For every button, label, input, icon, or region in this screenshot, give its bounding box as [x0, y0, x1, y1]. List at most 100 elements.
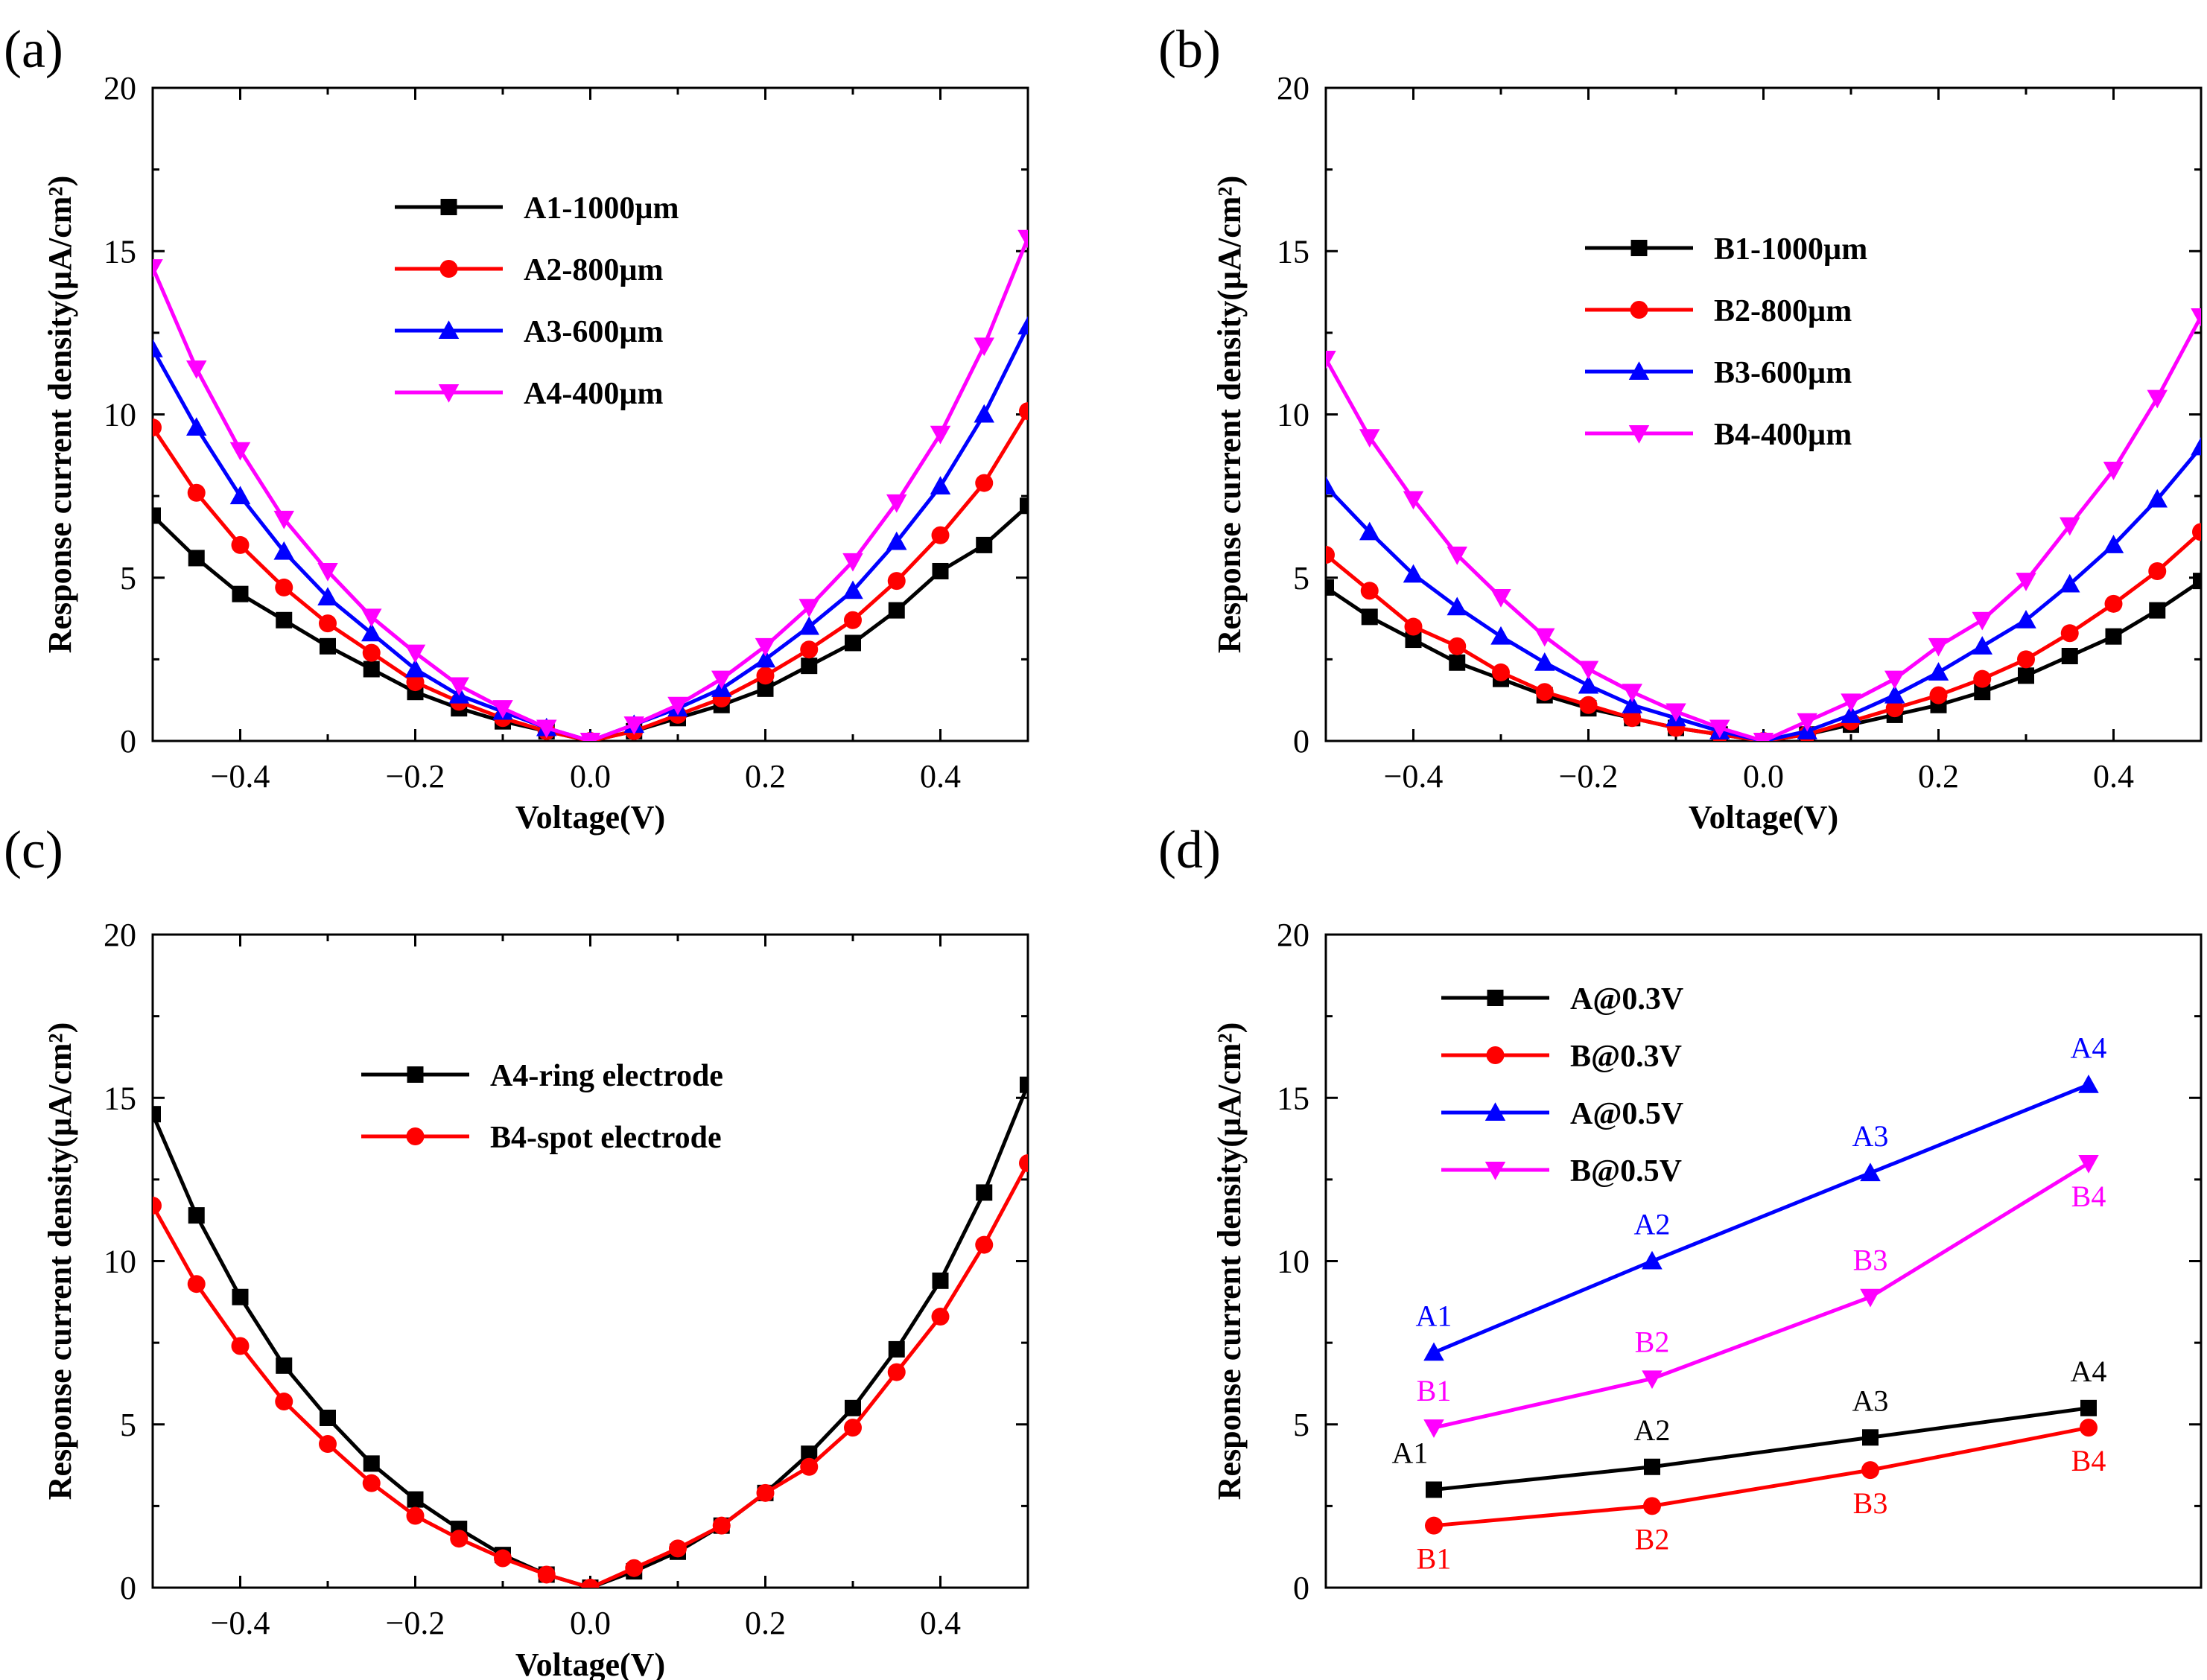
- data-point: [188, 484, 206, 502]
- data-point: [1362, 608, 1378, 625]
- point-label: B3: [1853, 1244, 1888, 1277]
- data-point: [1534, 652, 1555, 671]
- data-point: [142, 259, 163, 278]
- series-line-0: [153, 1085, 1028, 1588]
- legend-label: A2-800µm: [524, 253, 664, 287]
- chart-panel-d: (d)05101520Response current density(µA/c…: [1158, 820, 2201, 1606]
- legend-marker: [1487, 1046, 1505, 1064]
- data-point: [276, 1358, 292, 1374]
- point-label: B2: [1635, 1325, 1670, 1358]
- y-tick-label: 0: [1293, 1570, 1309, 1606]
- data-point: [933, 1273, 949, 1289]
- y-tick-label: 15: [104, 233, 136, 270]
- point-label: A2: [1634, 1208, 1671, 1241]
- data-point: [1020, 1077, 1036, 1093]
- data-point: [1622, 684, 1643, 702]
- point-label: A3: [1852, 1384, 1889, 1417]
- x-tick-label: 0.0: [1743, 758, 1784, 795]
- data-point: [1928, 662, 1949, 681]
- data-point: [2191, 437, 2207, 456]
- x-tick-label: −0.2: [386, 758, 445, 795]
- data-point: [142, 339, 163, 357]
- figure: (a)05101520−0.4 −0.2 0.0 0.2 0.4Response cur…: [0, 0, 2207, 1680]
- data-point: [1019, 402, 1037, 420]
- point-label: B1: [1417, 1542, 1452, 1576]
- data-point: [2147, 390, 2168, 409]
- data-point: [1017, 230, 1038, 249]
- data-point: [1644, 1459, 1660, 1475]
- data-point: [976, 537, 992, 553]
- x-tick-label: −0.4: [211, 1605, 270, 1641]
- legend-marker: [1630, 301, 1648, 319]
- x-axis-label: Voltage(V): [515, 799, 665, 836]
- data-point: [2017, 650, 2035, 668]
- data-point: [2080, 1400, 2097, 1416]
- series-line-2: [1326, 447, 2201, 741]
- y-tick-label: 20: [104, 917, 136, 953]
- data-point: [2149, 602, 2165, 619]
- series-line-2: [1434, 1085, 2089, 1353]
- legend-label: A3-600µm: [524, 315, 664, 349]
- legend-marker: [1487, 990, 1504, 1006]
- legend-marker: [407, 1066, 424, 1083]
- data-point: [320, 638, 336, 655]
- x-tick-label: 0.4: [2093, 758, 2134, 795]
- data-point: [711, 671, 732, 690]
- data-point: [275, 579, 293, 596]
- data-point: [450, 1530, 468, 1547]
- data-point: [538, 1565, 556, 1583]
- data-point: [800, 640, 818, 658]
- data-point: [1490, 626, 1511, 645]
- x-tick-label: 0.4: [920, 1605, 961, 1641]
- y-tick-label: 0: [1293, 723, 1309, 760]
- data-point: [494, 1550, 512, 1568]
- data-point: [1315, 351, 1336, 369]
- panel-letter: (b): [1158, 19, 1221, 79]
- data-point: [2018, 667, 2034, 684]
- series-line-3: [153, 238, 1028, 741]
- data-point: [2078, 1075, 2099, 1093]
- data-point: [1426, 1481, 1442, 1498]
- data-point: [1318, 579, 1334, 596]
- data-point: [407, 1492, 424, 1508]
- legend-label: B2-800µm: [1714, 294, 1852, 328]
- point-label: B2: [1635, 1522, 1670, 1556]
- data-point: [232, 586, 249, 602]
- data-point: [1423, 1419, 1444, 1438]
- data-point: [363, 644, 381, 662]
- data-point: [1841, 693, 1861, 712]
- data-point: [320, 1410, 336, 1426]
- plot-frame: [153, 935, 1028, 1588]
- data-point: [230, 442, 251, 461]
- point-label: A3: [1852, 1119, 1889, 1153]
- data-point: [713, 1517, 731, 1535]
- data-point: [757, 1484, 775, 1502]
- data-point: [889, 1341, 905, 1358]
- legend-marker: [441, 199, 457, 215]
- y-axis-label: Response current density(µA/cm²): [42, 1022, 78, 1500]
- data-point: [1448, 637, 1466, 655]
- legend-label: A4-ring electrode: [490, 1059, 723, 1093]
- data-point: [932, 1308, 950, 1326]
- data-point: [144, 1197, 162, 1215]
- data-point: [669, 1539, 687, 1557]
- data-point: [2078, 1155, 2099, 1174]
- x-tick-label: 0.2: [745, 1605, 786, 1641]
- legend-marker: [440, 260, 458, 278]
- data-point: [1930, 687, 1948, 704]
- y-tick-label: 10: [104, 1244, 136, 1280]
- data-point: [1019, 1154, 1037, 1172]
- data-point: [889, 602, 905, 619]
- data-point: [932, 526, 950, 544]
- data-point: [188, 550, 205, 566]
- data-point: [188, 1275, 206, 1293]
- chart-panel-b: (b)05101520−0.4 −0.2 0.0 0.2 0.4Response cur…: [1158, 19, 2207, 836]
- y-tick-label: 15: [1277, 233, 1309, 270]
- data-point: [144, 419, 162, 436]
- y-tick-label: 20: [104, 70, 136, 106]
- data-point: [188, 1207, 205, 1224]
- data-point: [1020, 497, 1036, 514]
- y-tick-label: 0: [120, 723, 136, 760]
- y-tick-label: 10: [1277, 1244, 1309, 1280]
- y-tick-label: 0: [120, 1570, 136, 1606]
